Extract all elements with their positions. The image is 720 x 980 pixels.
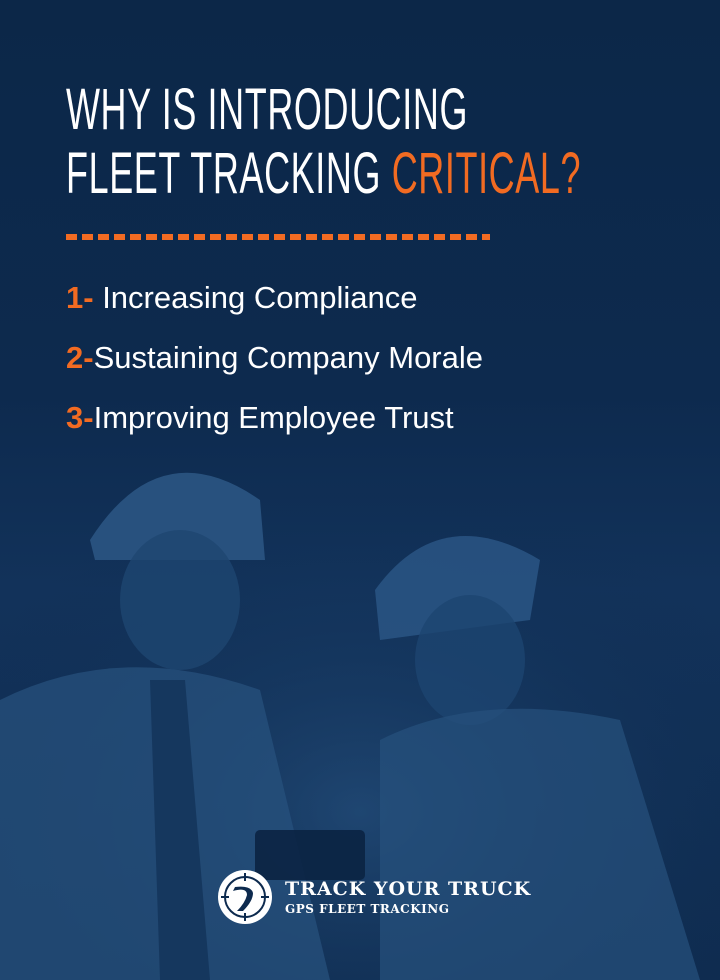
title-line-2-text: FLEET TRACKING [66, 141, 392, 206]
item-text: Sustaining Company Morale [93, 340, 484, 375]
brand-name: TRACK YOUR TRUCK [285, 878, 532, 900]
track-your-truck-logo: TRACK YOUR TRUCK GPS FLEET TRACKING [217, 869, 531, 925]
item-number: 3- [66, 400, 94, 435]
reasons-list: 1- Increasing Compliance 2-Sustaining Co… [66, 280, 483, 460]
title-line-2: FLEET TRACKING CRITICAL? [66, 142, 581, 206]
list-item: 3-Improving Employee Trust [66, 400, 483, 460]
title-line-1: WHY IS INTRODUCING [66, 77, 469, 142]
item-text: Increasing Compliance [93, 280, 418, 315]
brand-tagline: GPS FLEET TRACKING [285, 902, 450, 916]
item-text: Improving Employee Trust [93, 400, 454, 435]
item-number: 2- [66, 340, 94, 375]
page-title: WHY IS INTRODUCING FLEET TRACKING CRITIC… [66, 78, 581, 206]
item-number: 1- [66, 280, 94, 315]
list-item: 1- Increasing Compliance [66, 280, 483, 340]
list-item: 2-Sustaining Company Morale [66, 340, 483, 400]
road-crosshair-icon [218, 870, 272, 924]
title-accent: CRITICAL? [391, 141, 582, 206]
dashed-divider [66, 234, 490, 240]
